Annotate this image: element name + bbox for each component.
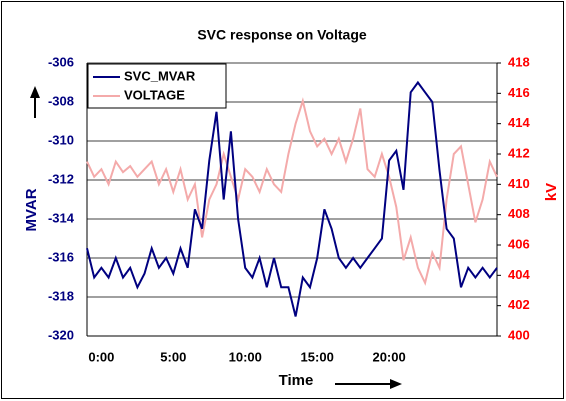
- y-tick-label: -320: [48, 327, 74, 342]
- chart-title: SVC response on Voltage: [197, 27, 367, 43]
- x-tick-label: 10:00: [229, 349, 262, 364]
- y-tick-label: -306: [48, 54, 74, 69]
- y-tick-label: -318: [48, 288, 74, 303]
- legend: SVC_MVAR VOLTAGE: [87, 63, 227, 109]
- y2-tick-label: 402: [508, 297, 530, 312]
- y2-tick-label: 410: [508, 176, 530, 191]
- x-arrow: [335, 379, 402, 389]
- x-tick-label: 0:00: [88, 349, 114, 364]
- y2-axis-label: kV: [543, 183, 560, 201]
- x-axis-label: Time: [279, 372, 314, 389]
- series-line: [86, 97, 498, 286]
- x-tick-label: 15:00: [301, 349, 334, 364]
- y-arrow: [30, 86, 40, 118]
- y2-tick-label: 418: [508, 54, 530, 69]
- y-tick-label: -316: [48, 249, 74, 264]
- y-tick-label: -308: [48, 93, 74, 108]
- y-tick-label: -312: [48, 171, 74, 186]
- y2-tick-label: 400: [508, 327, 530, 342]
- y-tick-label: -314: [48, 210, 75, 225]
- legend-box: [87, 63, 227, 109]
- y2-tick-label: 412: [508, 145, 530, 160]
- y2-tick-label: 416: [508, 85, 530, 100]
- y2-tick-label: 408: [508, 206, 530, 221]
- legend-label: VOLTAGE: [124, 87, 185, 102]
- y2-tick-label: 406: [508, 236, 530, 251]
- x-tick-label: 20:00: [372, 349, 405, 364]
- legend-label: SVC_MVAR: [124, 68, 196, 83]
- y-tick-label: -310: [48, 132, 74, 147]
- y-axis-label: MVAR: [23, 188, 40, 231]
- y2-tick-label: 414: [508, 115, 530, 130]
- y2-tick-label: 404: [508, 267, 530, 282]
- series-line: [86, 80, 498, 317]
- x-tick-label: 5:00: [160, 349, 186, 364]
